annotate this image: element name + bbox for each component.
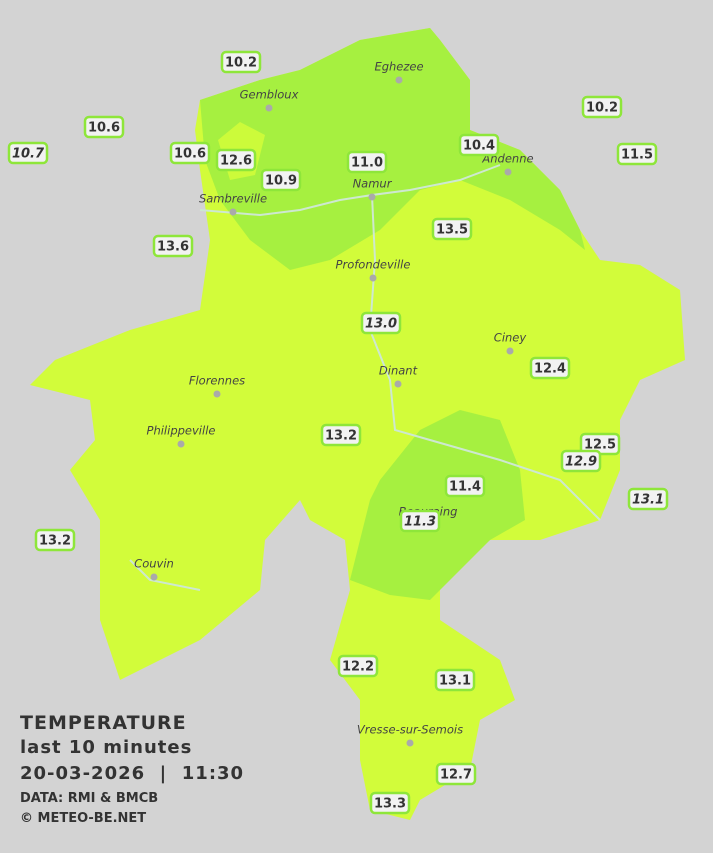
station-reading: 13.0 bbox=[365, 317, 397, 332]
station-box bbox=[320, 423, 362, 447]
station-reading: 13.6 bbox=[157, 240, 189, 255]
city-label: Profondeville bbox=[336, 258, 411, 272]
station-reading: 13.3 bbox=[374, 797, 406, 812]
city-label: Sambreville bbox=[199, 192, 267, 206]
city-label: Florennes bbox=[189, 374, 245, 388]
station-box bbox=[399, 509, 441, 533]
legend-datetime: 20-03-2026 | 11:30 bbox=[20, 763, 245, 784]
city-label: Ciney bbox=[494, 331, 527, 345]
station-reading: 13.5 bbox=[436, 223, 468, 238]
station-reading: 13.1 bbox=[439, 674, 471, 689]
river bbox=[129, 164, 601, 591]
station-reading: 10.9 bbox=[265, 174, 297, 189]
station-box bbox=[360, 311, 402, 335]
station-reading: 12.5 bbox=[584, 438, 616, 453]
station-box bbox=[346, 150, 388, 174]
station-box bbox=[260, 168, 302, 192]
station-reading: 10.2 bbox=[586, 101, 618, 116]
station-box bbox=[529, 356, 571, 380]
station-box bbox=[215, 148, 257, 172]
city-dot bbox=[406, 739, 414, 747]
station-reading: 12.7 bbox=[440, 768, 472, 783]
station-box bbox=[220, 50, 262, 74]
station-reading: 11.0 bbox=[351, 156, 383, 171]
station-box bbox=[431, 217, 473, 241]
city-dot bbox=[506, 347, 514, 355]
city-label: Dinant bbox=[379, 364, 418, 378]
station-box bbox=[560, 449, 602, 473]
city-dot bbox=[177, 440, 185, 448]
legend-subtitle: last 10 minutes bbox=[20, 737, 193, 758]
city-dot bbox=[213, 390, 221, 398]
station-reading: 12.4 bbox=[534, 362, 566, 377]
station-reading: 13.2 bbox=[39, 534, 71, 549]
city-label: Vresse-sur-Semois bbox=[357, 723, 463, 737]
station-reading: 10.2 bbox=[225, 56, 257, 71]
station-reading: 10.7 bbox=[12, 147, 45, 162]
legend-title: TEMPERATURE bbox=[20, 712, 187, 734]
city-label: Gembloux bbox=[240, 88, 299, 102]
city-label: Couvin bbox=[134, 557, 174, 571]
station-box bbox=[369, 791, 411, 815]
station-box bbox=[152, 234, 194, 258]
city-dot bbox=[150, 573, 158, 581]
station-box bbox=[169, 141, 211, 165]
station-box bbox=[458, 133, 500, 157]
station-box bbox=[581, 95, 623, 119]
station-reading: 13.1 bbox=[632, 493, 664, 508]
station-box bbox=[337, 654, 379, 678]
station-reading: 10.6 bbox=[88, 121, 120, 136]
station-box bbox=[435, 762, 477, 786]
station-reading: 12.9 bbox=[565, 455, 597, 470]
city-label: Philippeville bbox=[147, 424, 216, 438]
city-dot bbox=[394, 380, 402, 388]
station-reading: 11.4 bbox=[449, 480, 481, 495]
city-dot bbox=[395, 76, 403, 84]
city-dot bbox=[504, 168, 512, 176]
station-box bbox=[34, 528, 76, 552]
city-dot bbox=[265, 104, 273, 112]
city-dot bbox=[229, 208, 237, 216]
station-reading: 13.2 bbox=[325, 429, 357, 444]
cool-zone bbox=[350, 410, 525, 600]
city-label: Namur bbox=[353, 177, 393, 191]
station-box bbox=[444, 474, 486, 498]
station-box bbox=[434, 668, 476, 692]
legend-source: DATA: RMI & BMCB bbox=[20, 791, 159, 806]
station-reading: 11.3 bbox=[404, 515, 436, 530]
station-box bbox=[7, 141, 49, 165]
city-dot bbox=[368, 193, 376, 201]
station-reading: 12.6 bbox=[220, 154, 252, 169]
station-reading: 10.6 bbox=[174, 147, 206, 162]
station-box bbox=[616, 142, 658, 166]
legend-credit: © METEO-BE.NET bbox=[20, 811, 147, 826]
station-box bbox=[83, 115, 125, 139]
station-reading: 12.2 bbox=[342, 660, 374, 675]
station-reading: 10.4 bbox=[463, 139, 495, 154]
city-label: Eghezee bbox=[374, 60, 423, 74]
city-dot bbox=[369, 274, 377, 282]
station-reading: 11.5 bbox=[621, 148, 653, 163]
station-box bbox=[627, 487, 669, 511]
